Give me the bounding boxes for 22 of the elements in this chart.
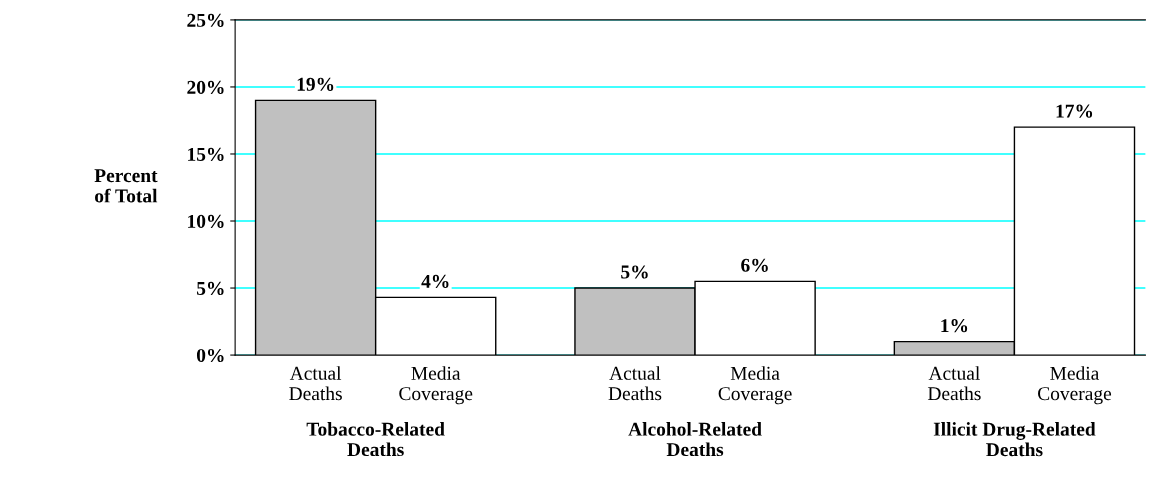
y-tick-label: 25%: [187, 13, 224, 27]
data-label: 4%: [421, 274, 449, 288]
text: Actual Deaths: [927, 366, 981, 401]
data-label: 5%: [621, 265, 648, 279]
text: Actual Deaths: [608, 366, 662, 401]
text: Media Coverage: [1038, 366, 1112, 405]
x-tick-label: Illicit Drug-Related Deaths: [933, 422, 1096, 457]
series-label: Media Coverage: [399, 366, 473, 405]
y-tick-label: 0%: [196, 348, 224, 363]
data-label: 6%: [741, 258, 768, 272]
data-label: 1%: [941, 319, 968, 333]
y-tick-label: 5%: [197, 281, 224, 296]
x-tick-label: Tobacco-Related Deaths: [306, 422, 445, 457]
y-tick-label: 15%: [188, 147, 224, 161]
y-tick-label: 20%: [187, 80, 224, 94]
y-axis-title: Percent of Total: [94, 169, 158, 203]
x-tick-label: Alcohol-Related Deaths: [628, 422, 762, 457]
data-label: 17%: [1056, 104, 1093, 118]
data-label: 19%: [297, 77, 334, 91]
y-tick-label: 10%: [188, 214, 224, 229]
series-label: Actual Deaths: [289, 366, 342, 401]
text: Media Coverage: [718, 366, 792, 405]
